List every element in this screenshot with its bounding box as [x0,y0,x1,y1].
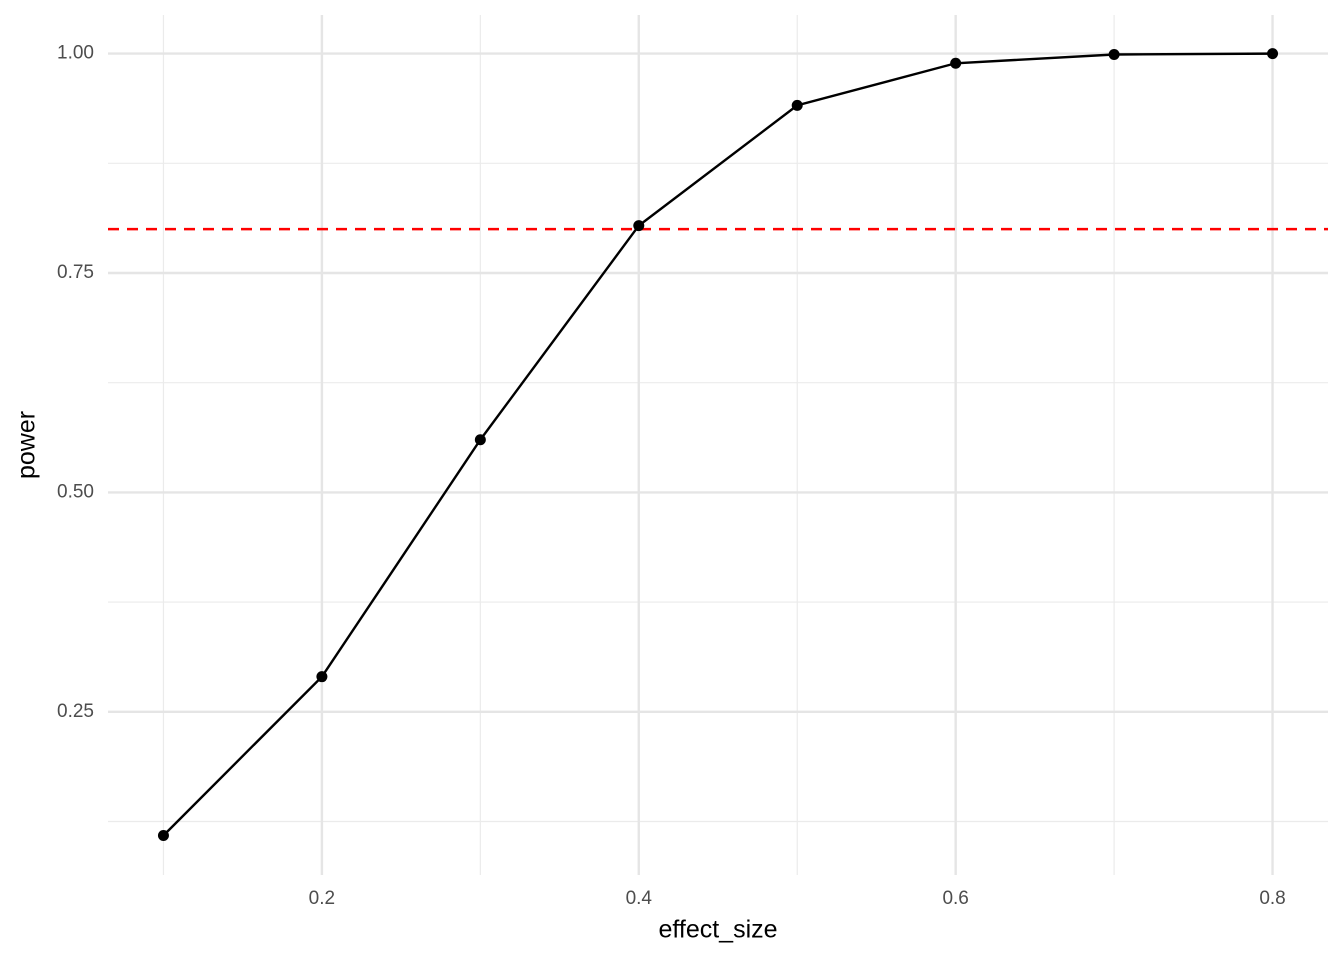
y-tick-label: 0.75 [57,262,94,283]
point [1267,48,1279,60]
y-tick-label: 0.50 [57,481,94,502]
y-axis-title: power [13,411,41,479]
point [950,57,962,69]
x-axis-title: effect_size [658,916,777,944]
x-tick-label: 0.6 [942,888,968,909]
y-tick-label: 1.00 [57,43,94,64]
x-tick-label: 0.4 [626,888,653,909]
point [157,830,169,842]
point [316,671,328,683]
point [1108,48,1120,60]
x-tick-label: 0.8 [1259,888,1285,909]
y-tick-label: 0.25 [57,701,94,722]
point [791,99,803,111]
line [162,52,1273,837]
point [633,220,645,232]
x-tick-label: 0.2 [309,888,335,909]
point [474,434,486,446]
